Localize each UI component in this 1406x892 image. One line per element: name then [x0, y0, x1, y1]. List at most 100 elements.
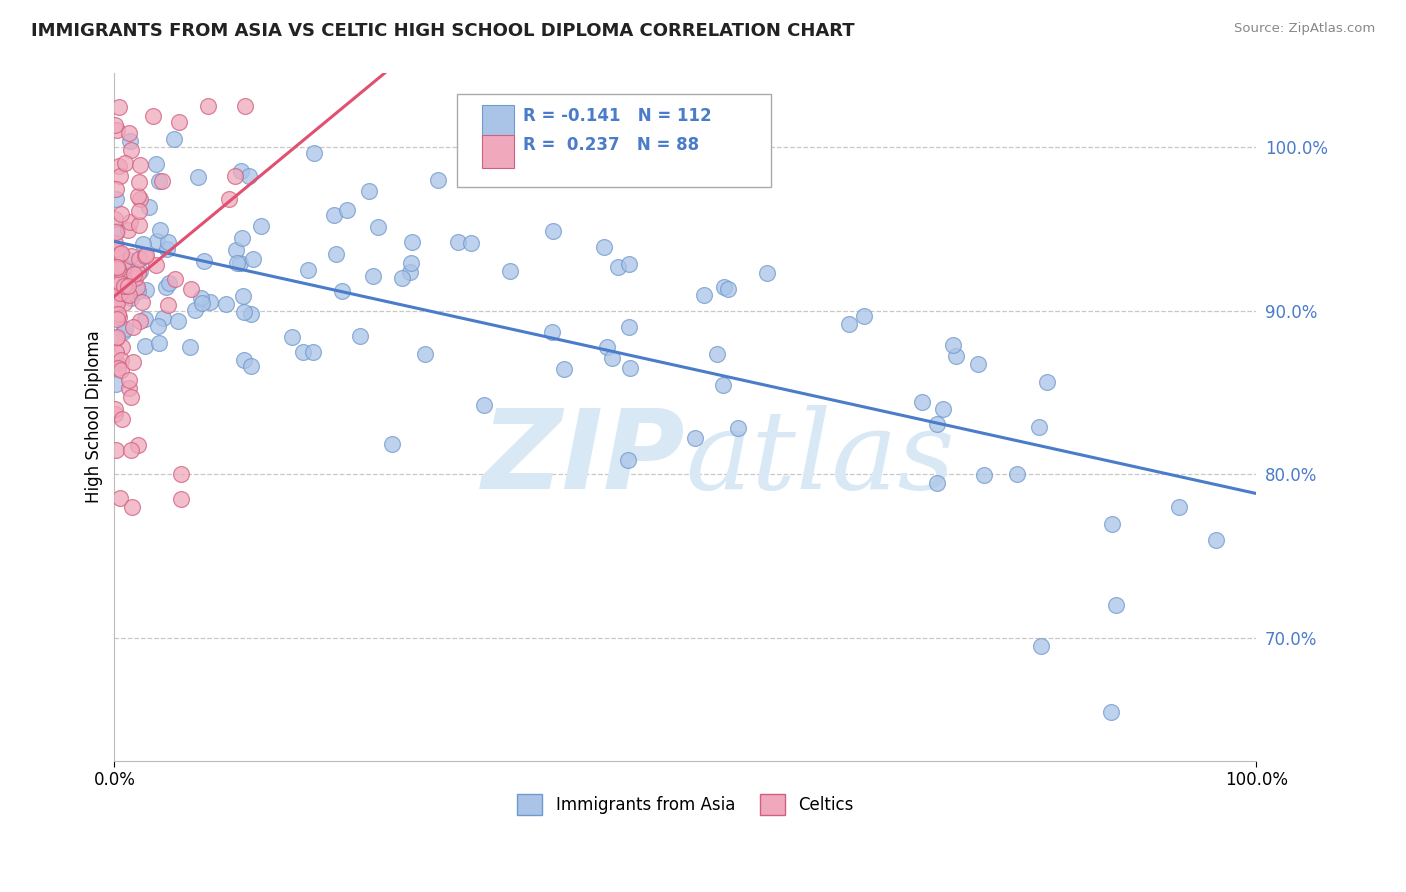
Point [499, 264, 522, 278]
Point [600, 351, 623, 366]
Point [711, 378, 734, 392]
Point [104, 225, 127, 239]
Point [619, 257, 641, 271]
Text: atlas: atlas [685, 405, 955, 512]
Text: Source: ZipAtlas.com: Source: ZipAtlas.com [1234, 22, 1375, 36]
Point [472, 398, 495, 412]
Point [184, 303, 207, 318]
Point [105, 376, 128, 391]
Point [231, 230, 253, 244]
Point [1105, 599, 1128, 613]
Point [323, 208, 346, 222]
Point [756, 266, 779, 280]
Point [1031, 640, 1053, 654]
Point [706, 347, 728, 361]
Point [225, 256, 247, 270]
Point [104, 401, 127, 416]
Point [973, 467, 995, 482]
Point [105, 345, 128, 359]
Point [1101, 516, 1123, 531]
Point [304, 145, 326, 160]
Point [117, 223, 139, 237]
Point [942, 338, 965, 352]
Point [233, 99, 256, 113]
Point [108, 169, 131, 184]
Point [110, 207, 132, 221]
Point [1099, 705, 1122, 719]
Point [120, 268, 142, 283]
Point [945, 349, 967, 363]
Point [301, 345, 323, 359]
Point [853, 309, 876, 323]
Point [150, 174, 173, 188]
Point [108, 286, 131, 301]
Point [110, 247, 132, 261]
Point [105, 356, 128, 370]
Point [105, 123, 128, 137]
Point [112, 278, 135, 293]
Point [117, 279, 139, 293]
Point [107, 224, 129, 238]
Point [165, 271, 187, 285]
Point [122, 267, 145, 281]
Point [112, 277, 135, 291]
Point [607, 260, 630, 274]
Point [112, 326, 135, 340]
Point [112, 295, 135, 310]
Point [166, 313, 188, 327]
Point [120, 442, 142, 457]
Point [911, 395, 934, 409]
Point [239, 308, 262, 322]
Point [233, 305, 256, 319]
Point [359, 184, 381, 198]
Point [122, 355, 145, 369]
Point [218, 192, 240, 206]
Point [838, 317, 860, 331]
Point [179, 340, 201, 354]
Point [108, 277, 131, 291]
Point [105, 260, 128, 275]
Point [925, 475, 948, 490]
Point [224, 169, 246, 183]
Point [104, 212, 127, 227]
Point [460, 236, 482, 251]
Point [108, 159, 131, 173]
Point [128, 252, 150, 267]
Point [157, 298, 180, 312]
Text: IMMIGRANTS FROM ASIA VS CELTIC HIGH SCHOOL DIPLOMA CORRELATION CHART: IMMIGRANTS FROM ASIA VS CELTIC HIGH SCHO… [31, 22, 855, 40]
Point [229, 256, 252, 270]
Point [120, 143, 142, 157]
Point [152, 311, 174, 326]
Point [447, 235, 470, 249]
FancyBboxPatch shape [457, 94, 770, 186]
Point [114, 156, 136, 170]
Point [727, 420, 749, 434]
Point [135, 248, 157, 262]
Point [401, 235, 423, 249]
Point [399, 256, 422, 270]
Point [553, 362, 575, 376]
Point [156, 243, 179, 257]
Point [191, 296, 214, 310]
Point [155, 280, 177, 294]
Point [197, 99, 219, 113]
Point [115, 286, 138, 301]
Point [541, 325, 564, 339]
Point [619, 360, 641, 375]
Point [291, 345, 314, 359]
Point [104, 243, 127, 257]
Point [145, 258, 167, 272]
FancyBboxPatch shape [482, 105, 515, 138]
Point [240, 359, 263, 373]
Point [128, 218, 150, 232]
Point [134, 339, 156, 353]
Point [108, 100, 131, 114]
Point [104, 119, 127, 133]
Point [107, 307, 129, 321]
Point [242, 252, 264, 267]
Point [120, 291, 142, 305]
Point [107, 262, 129, 277]
Point [167, 114, 190, 128]
Text: R =  0.237   N = 88: R = 0.237 N = 88 [523, 136, 699, 154]
Point [117, 252, 139, 267]
